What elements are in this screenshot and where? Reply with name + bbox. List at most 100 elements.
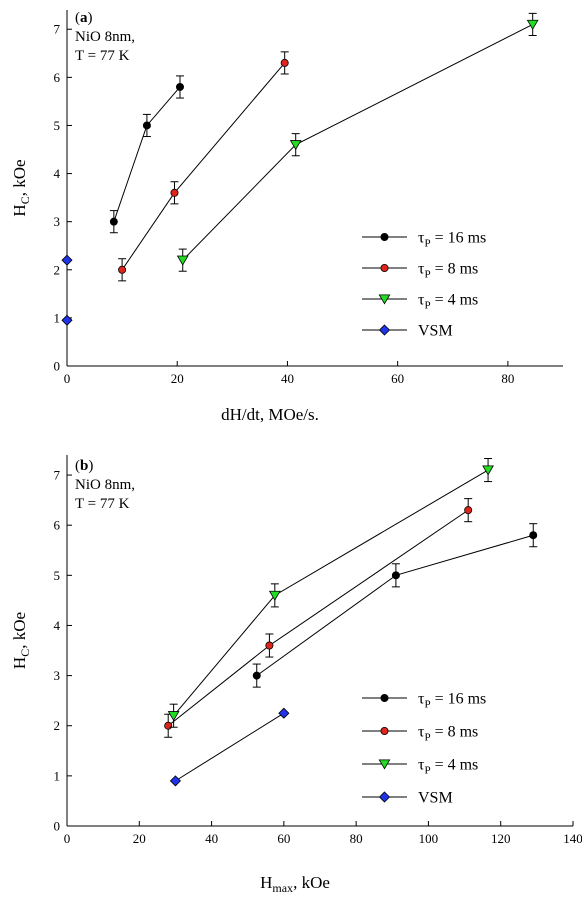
legend-label: VSM bbox=[418, 790, 453, 807]
x-tick-label: 140 bbox=[563, 831, 582, 846]
x-tick-label: 80 bbox=[501, 371, 514, 386]
y-axis-title-sub: C bbox=[18, 196, 32, 204]
data-point bbox=[482, 465, 494, 476]
series-line bbox=[175, 712, 285, 782]
legend-label-rest: = 4 ms bbox=[431, 757, 479, 774]
series-vsm-3 bbox=[169, 707, 290, 787]
data-point bbox=[391, 571, 400, 580]
legend-label-main: τ bbox=[418, 691, 425, 708]
data-point bbox=[175, 82, 184, 91]
y-tick-label: 2 bbox=[54, 718, 61, 733]
y-tick-label: 0 bbox=[54, 819, 61, 834]
x-axis-title-sub: max bbox=[272, 881, 293, 895]
x-axis-title: dH/dt, MOe/s. bbox=[221, 405, 319, 424]
legend-entry: τP = 16 ms bbox=[362, 230, 486, 250]
legend-label: VSM bbox=[418, 323, 453, 340]
panel-label-open: ( bbox=[75, 458, 80, 474]
y-axis-title: HC, kOe bbox=[10, 159, 32, 216]
legend-marker bbox=[380, 694, 389, 703]
y-axis-title: HC, kOe bbox=[10, 612, 32, 669]
data-point bbox=[167, 711, 180, 722]
x-tick-label: 40 bbox=[205, 831, 218, 846]
x-tick-label: 80 bbox=[350, 831, 363, 846]
chart-panel-a: 0 1 2 3 4 5 6 7 0 20 40 60 80 HC, kOe dH/dt, MOe/s. (a)… bbox=[10, 10, 563, 424]
x-tick-label: 100 bbox=[419, 831, 439, 846]
y-axis-title-main: H bbox=[10, 657, 29, 669]
data-point bbox=[278, 707, 290, 719]
data-point bbox=[164, 721, 173, 730]
panel-label-close: ) bbox=[88, 458, 93, 474]
data-point bbox=[529, 531, 538, 540]
x-axis-title-main: H bbox=[260, 873, 272, 892]
legend-label-main: τ bbox=[418, 261, 425, 278]
panel-label: (b) bbox=[75, 458, 93, 474]
series-line bbox=[173, 469, 489, 717]
legend-label-main: τ bbox=[418, 757, 425, 774]
x-tick-label: 120 bbox=[491, 831, 511, 846]
data-point bbox=[176, 255, 189, 266]
data-point bbox=[61, 254, 73, 266]
panel-label-open: ( bbox=[75, 10, 80, 26]
y-axis-title-suffix: , kOe bbox=[10, 159, 29, 196]
series-line bbox=[113, 86, 181, 222]
legend-entry: τP = 4 ms bbox=[362, 757, 478, 777]
y-tick-label: 6 bbox=[54, 70, 61, 85]
data-point bbox=[169, 775, 181, 787]
data-point bbox=[170, 188, 179, 197]
legend-entry: τP = 8 ms bbox=[362, 261, 478, 281]
legend-marker bbox=[380, 232, 389, 241]
y-tick-label: 1 bbox=[54, 768, 61, 783]
legend-entry: τP = 16 ms bbox=[362, 691, 486, 711]
series-τ-1 bbox=[118, 51, 289, 282]
legend-label-rest: = 4 ms bbox=[431, 292, 479, 309]
series-τ-2 bbox=[176, 12, 539, 272]
data-point bbox=[268, 590, 281, 601]
data-point bbox=[118, 265, 127, 274]
legend-entry: VSM bbox=[362, 323, 453, 340]
series-τ-1 bbox=[164, 498, 473, 738]
x-tick-label: 40 bbox=[281, 371, 294, 386]
legend-entry: VSM bbox=[362, 790, 453, 807]
y-tick-label: 1 bbox=[54, 310, 61, 325]
y-tick-label: 5 bbox=[54, 568, 61, 583]
y-axis-title-sub: C bbox=[18, 649, 32, 657]
x-tick-label: 60 bbox=[391, 371, 404, 386]
y-axis-title-suffix: , kOe bbox=[10, 612, 29, 649]
legend-label-rest: = 16 ms bbox=[431, 230, 487, 247]
y-tick-label: 0 bbox=[54, 359, 61, 374]
y-tick-label: 2 bbox=[54, 262, 61, 277]
legend-label: τP = 16 ms bbox=[418, 230, 486, 250]
legend-label-rest: = 8 ms bbox=[431, 724, 479, 741]
legend-label-main: τ bbox=[418, 292, 425, 309]
legend-marker bbox=[378, 294, 391, 305]
legend-label-main: τ bbox=[418, 724, 425, 741]
x-axis-title-suffix: , kOe bbox=[293, 873, 330, 892]
annotation-line: NiO 8nm, bbox=[75, 477, 135, 493]
series-vsm-3 bbox=[61, 254, 73, 326]
annotation-line: NiO 8nm, bbox=[75, 29, 135, 45]
x-tick-label: 0 bbox=[64, 371, 71, 386]
y-tick-label: 4 bbox=[54, 166, 61, 181]
legend-label-sub: P bbox=[424, 765, 430, 777]
legend-marker bbox=[378, 791, 391, 803]
legend-marker bbox=[380, 727, 389, 736]
y-tick-label: 3 bbox=[54, 668, 61, 683]
data-point bbox=[265, 641, 274, 650]
data-point bbox=[464, 506, 473, 515]
legend-label-sub: P bbox=[424, 699, 430, 711]
data-point bbox=[252, 671, 261, 680]
y-tick-label: 5 bbox=[54, 118, 61, 133]
legend-label: τP = 4 ms bbox=[418, 292, 478, 312]
data-point bbox=[280, 58, 289, 67]
legend-entry: τP = 4 ms bbox=[362, 292, 478, 312]
legend-label-rest: = 8 ms bbox=[431, 261, 479, 278]
x-tick-label: 60 bbox=[277, 831, 290, 846]
legend-label-sub: P bbox=[424, 238, 430, 250]
x-axis-title: Hmax, kOe bbox=[260, 873, 330, 895]
y-axis-title-main: H bbox=[10, 204, 29, 216]
x-axis-title-main: dH/dt, MOe/s. bbox=[221, 405, 319, 424]
data-point bbox=[109, 217, 118, 226]
series-line bbox=[256, 534, 534, 677]
